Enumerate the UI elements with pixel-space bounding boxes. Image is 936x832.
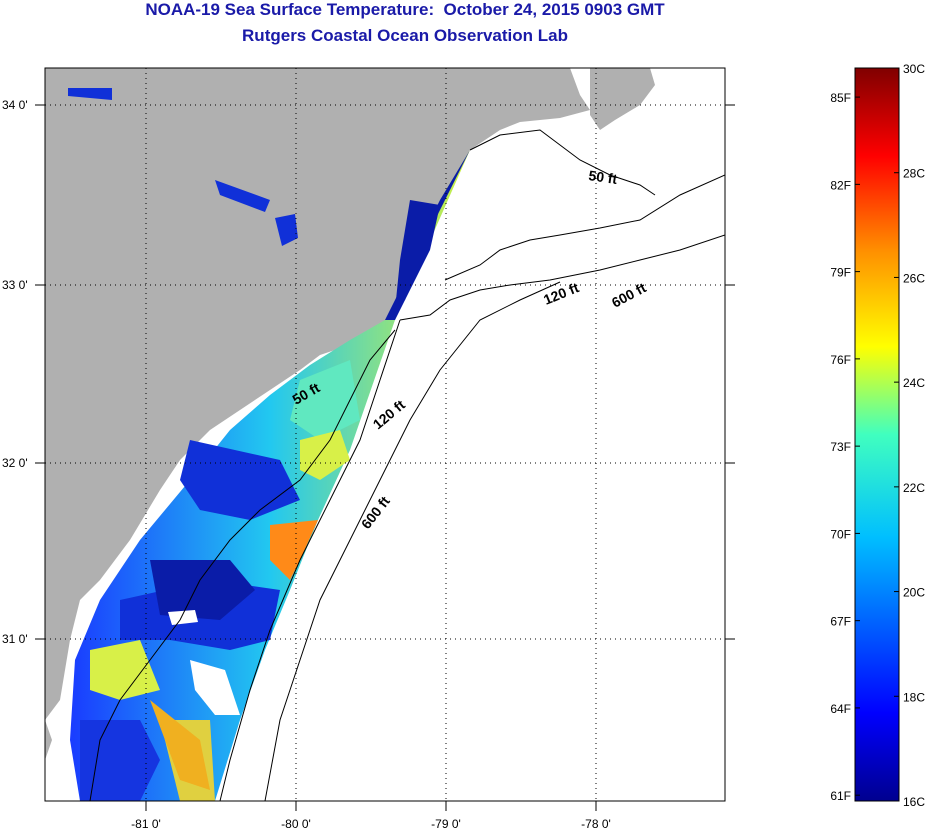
colorbar-c-label: 28C <box>903 167 925 181</box>
map-frame <box>44 67 726 802</box>
colorbar-c-label: 24C <box>903 376 925 390</box>
lon-tick-label: -81 0' <box>131 817 161 831</box>
colorbar-c-label: 18C <box>903 690 925 704</box>
contour-label-50ft-north: 50 ft <box>588 167 619 187</box>
lat-tick-label: 31 0' <box>2 632 28 646</box>
colorbar-fahrenheit-labels: 85F 82F 79F 76F 73F 70F 67F 64F 61F <box>830 91 860 803</box>
map-subtitle: Rutgers Coastal Ocean Observation Lab <box>242 26 568 45</box>
ticks <box>35 104 735 811</box>
colorbar-f-label: 79F <box>830 266 851 280</box>
map-title: NOAA-19 Sea Surface Temperature: October… <box>145 0 665 19</box>
colorbar-f-label: 76F <box>830 353 851 367</box>
colorbar-f-label: 73F <box>830 440 851 454</box>
colorbar-celsius-labels: 30C 28C 26C 24C 22C 20C 18C 16C <box>894 62 925 809</box>
depth-contours <box>89 129 725 801</box>
lon-tick-label: -78 0' <box>581 817 611 831</box>
grid <box>45 68 725 801</box>
colorbar-f-label: 82F <box>830 178 851 192</box>
colorbar-f-label: 85F <box>830 91 851 105</box>
colorbar-c-label: 20C <box>903 586 925 600</box>
colorbar-f-label: 64F <box>830 702 851 716</box>
colorbar-c-label: 22C <box>903 481 925 495</box>
colorbar-c-label: 30C <box>903 62 925 76</box>
lon-tick-label: -80 0' <box>281 817 311 831</box>
land-mass <box>45 68 590 720</box>
lat-tick-label: 32 0' <box>2 456 28 470</box>
lat-tick-label: 33 0' <box>2 278 28 292</box>
colorbar-f-label: 70F <box>830 527 851 541</box>
colorbar-c-label: 16C <box>903 795 925 809</box>
colorbar-f-label: 67F <box>830 615 851 629</box>
map-area <box>45 68 725 801</box>
lon-tick-label: -79 0' <box>431 817 461 831</box>
colorbar <box>854 67 900 802</box>
colorbar-f-label: 61F <box>830 789 851 803</box>
colorbar-c-label: 26C <box>903 271 925 285</box>
lat-tick-label: 34 0' <box>2 98 28 112</box>
